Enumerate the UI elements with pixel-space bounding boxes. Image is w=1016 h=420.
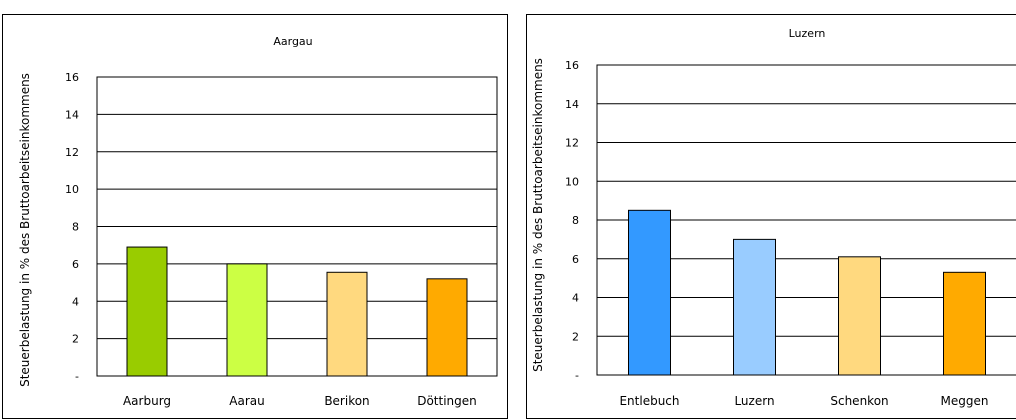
chart-luzern: Luzern Steuerbelastung in % des Bruttoar… xyxy=(531,27,1016,408)
bar xyxy=(628,209,671,376)
y-tick-label: 8 xyxy=(572,214,579,227)
y-tick-label: 14 xyxy=(565,98,579,111)
x-tick-label: Döttingen xyxy=(417,394,477,408)
y-tick-label: 16 xyxy=(565,59,579,72)
plot-area xyxy=(596,64,1016,376)
y-tick-label: 8 xyxy=(72,221,79,234)
x-tick-label: Meggen xyxy=(941,394,989,408)
y-tick-label: 4 xyxy=(72,295,79,308)
bar xyxy=(426,278,468,377)
x-tick-label: Aarburg xyxy=(123,394,171,408)
y-tick-label: 10 xyxy=(65,183,79,196)
y-tick-label: 6 xyxy=(572,253,579,266)
bar xyxy=(126,246,168,377)
bar xyxy=(733,238,776,376)
chart-panel-aargau: Aargau Steuerbelastung in % des Bruttoar… xyxy=(2,14,508,419)
y-tick-label: 4 xyxy=(572,292,579,305)
y-tick-label: 16 xyxy=(65,71,79,84)
plot-area xyxy=(96,76,498,377)
y-tick-label: 2 xyxy=(572,330,579,343)
x-tick-label: Aarau xyxy=(229,394,264,408)
y-axis-label: Steuerbelastung in % des Bruttoarbeitsei… xyxy=(531,58,545,372)
x-tick-label: Schenkon xyxy=(830,394,888,408)
y-tick-label: 14 xyxy=(65,108,79,121)
y-tick-label: 6 xyxy=(72,258,79,271)
x-tick-label: Entlebuch xyxy=(619,394,679,408)
y-tick-label: 12 xyxy=(565,137,579,150)
y-tick-label: 10 xyxy=(565,175,579,188)
y-tick-label: 12 xyxy=(65,146,79,159)
chart-panel-luzern: Luzern Steuerbelastung in % des Bruttoar… xyxy=(526,14,1016,419)
bar xyxy=(326,271,368,377)
y-tick-label: - xyxy=(575,369,579,382)
x-tick-label: Luzern xyxy=(734,394,774,408)
y-axis-label: Steuerbelastung in % des Bruttoarbeitsei… xyxy=(18,73,32,387)
chart-aargau: Aargau Steuerbelastung in % des Bruttoar… xyxy=(18,35,498,408)
bar xyxy=(226,263,268,377)
chart-title: Luzern xyxy=(789,27,826,40)
bar xyxy=(838,256,881,376)
y-tick-label: 2 xyxy=(72,333,79,346)
x-tick-label: Berikon xyxy=(324,394,369,408)
bar xyxy=(943,271,986,376)
chart-title: Aargau xyxy=(273,35,312,48)
y-tick-label: - xyxy=(75,370,79,383)
